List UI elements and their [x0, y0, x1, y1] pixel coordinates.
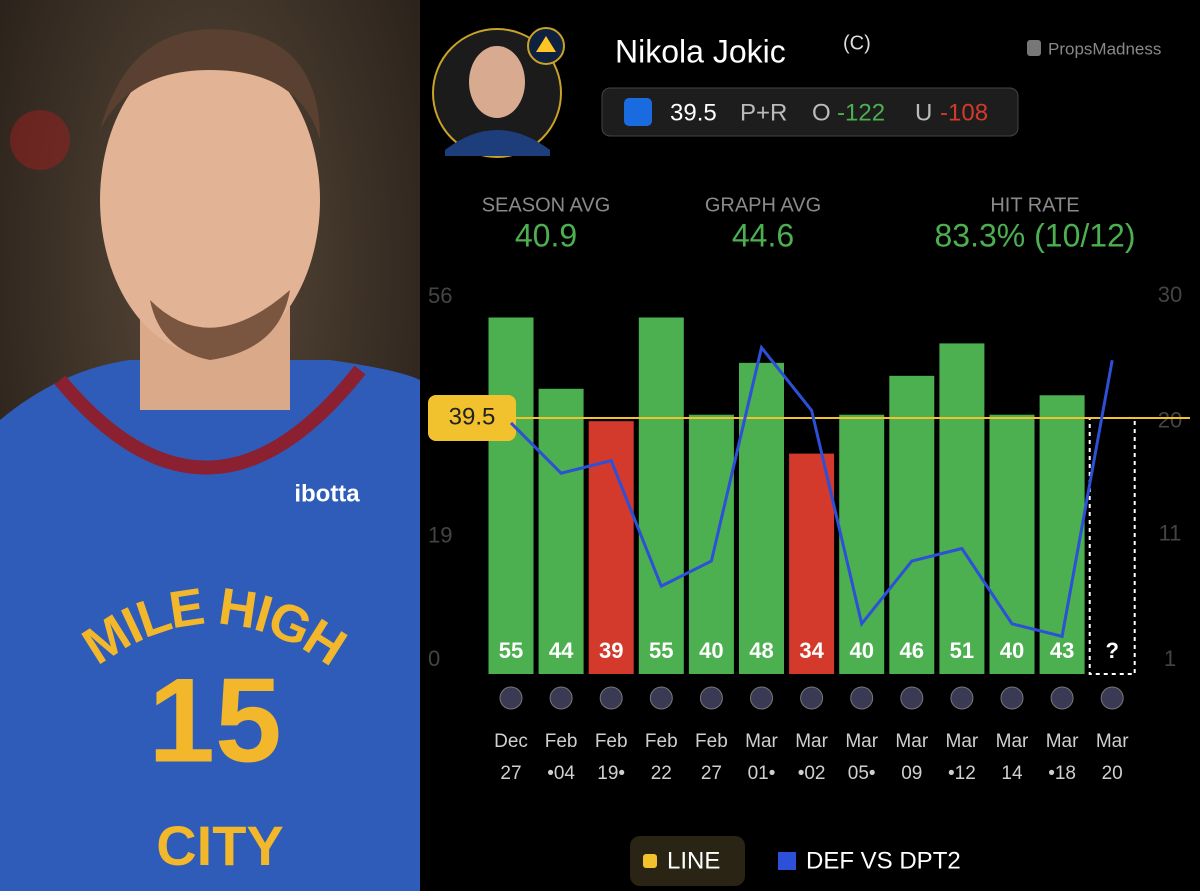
- threshold-badge: [428, 394, 516, 441]
- under-prefix: U: [915, 99, 932, 126]
- y2-tick-label: 20: [1158, 407, 1182, 432]
- opponent-logo: [699, 686, 723, 710]
- opponent-logo: [950, 686, 974, 710]
- avatar-jersey: [445, 130, 550, 156]
- opponent-logo: [850, 686, 874, 710]
- brand-icon: [1027, 40, 1041, 56]
- value-label: 43: [1050, 638, 1074, 663]
- stat-value: 83.3% (10/12): [934, 217, 1135, 253]
- sponsor: ibotta: [294, 480, 360, 507]
- legend-swatch: [778, 852, 796, 870]
- beard: [150, 290, 290, 360]
- y2-tick-label: 11: [1159, 520, 1182, 545]
- team-logo-mark: [536, 36, 556, 52]
- y-tick-label: 19: [428, 523, 452, 548]
- x-tick-label: Dec 27: [494, 731, 528, 784]
- pending-bar: [1088, 416, 1136, 675]
- bar: [638, 317, 684, 674]
- value-label: 34: [799, 638, 824, 663]
- legend-label: DEF VS DPT2: [806, 847, 961, 874]
- value-label: 51: [950, 638, 974, 663]
- x-tick-label: Mar 01•: [745, 731, 778, 784]
- y2-tick-label: 1: [1164, 646, 1176, 671]
- pill-market: P+R: [740, 99, 787, 126]
- value-label: 48: [749, 638, 773, 663]
- x-tick-label: Feb 19•: [594, 731, 628, 784]
- head: [100, 45, 320, 355]
- hair: [100, 29, 320, 140]
- opponent-logo: [1100, 686, 1124, 710]
- under-odds: -108: [940, 99, 988, 126]
- y-tick-label: 56: [428, 283, 452, 308]
- legend-label: LINE: [667, 847, 720, 874]
- opponent-logo: [649, 686, 673, 710]
- over-odds: -122: [837, 99, 885, 126]
- x-tick-label: Mar 09: [895, 731, 929, 784]
- legend-swatch: [643, 854, 657, 868]
- over-prefix: O: [812, 99, 831, 126]
- badge: (C): [843, 32, 871, 54]
- bar: [1039, 395, 1085, 674]
- value-label: 39: [599, 638, 623, 663]
- jersey: [0, 360, 420, 891]
- pill-line: 39.5: [670, 99, 717, 126]
- x-tick-label: Feb •04: [544, 731, 578, 784]
- x-tick-label: Mar •12: [945, 731, 979, 784]
- threshold-label: 39.5: [449, 403, 496, 430]
- value-label: 55: [649, 638, 673, 663]
- opponent-logo: [599, 686, 623, 710]
- opponent-logo: [800, 686, 824, 710]
- value-label: 40: [699, 638, 723, 663]
- value-label: 40: [849, 638, 873, 663]
- opponent-logo: [499, 686, 523, 710]
- collar: [54, 365, 366, 475]
- bar: [839, 414, 885, 674]
- value-label: 46: [900, 638, 924, 663]
- series-line: [509, 344, 1114, 639]
- bar: [939, 343, 985, 674]
- odds-pill: [601, 87, 1019, 137]
- opponent-logo: [549, 686, 573, 710]
- legend-line-box[interactable]: [630, 836, 745, 886]
- value-label: 44: [549, 638, 574, 663]
- bokeh: [10, 110, 70, 170]
- bar: [889, 375, 935, 674]
- stat-value: 40.9: [515, 217, 577, 253]
- opponent-logo: [1000, 686, 1024, 710]
- x-tick-label: Feb 27: [695, 731, 728, 784]
- stat-label: SEASON AVG: [482, 194, 611, 216]
- jersey-number: 15: [148, 654, 281, 788]
- bar: [688, 414, 734, 674]
- value-label: 55: [499, 638, 523, 663]
- value-label: 40: [1000, 638, 1024, 663]
- book-icon: [624, 98, 652, 126]
- x-tick-label: Mar 20: [1095, 731, 1129, 784]
- x-tick-label: Mar •18: [1045, 731, 1079, 784]
- avatar-face: [469, 46, 525, 118]
- y-tick-label: 0: [428, 646, 440, 671]
- opponent-logo: [900, 686, 924, 710]
- pending-label: ?: [1105, 638, 1118, 663]
- bar: [989, 414, 1035, 674]
- bar: [538, 388, 584, 674]
- brand: PropsMadness: [1048, 39, 1161, 58]
- bar: [488, 317, 534, 674]
- jersey-bottom: CITY: [156, 814, 284, 877]
- x-tick-label: Mar •02: [795, 731, 828, 784]
- y2-tick-label: 30: [1158, 282, 1182, 307]
- x-tick-label: Mar 05•: [845, 731, 879, 784]
- stat-value: 44.6: [732, 217, 794, 253]
- x-tick-label: Feb 22: [644, 731, 678, 784]
- opponent-logo: [1050, 686, 1074, 710]
- player-name: Nikola Jokic: [615, 33, 786, 69]
- x-tick-label: Mar 14: [995, 731, 1029, 784]
- stat-label: HIT RATE: [990, 194, 1079, 216]
- stat-label: GRAPH AVG: [705, 194, 821, 216]
- opponent-logo: [750, 686, 773, 710]
- bar: [789, 453, 835, 674]
